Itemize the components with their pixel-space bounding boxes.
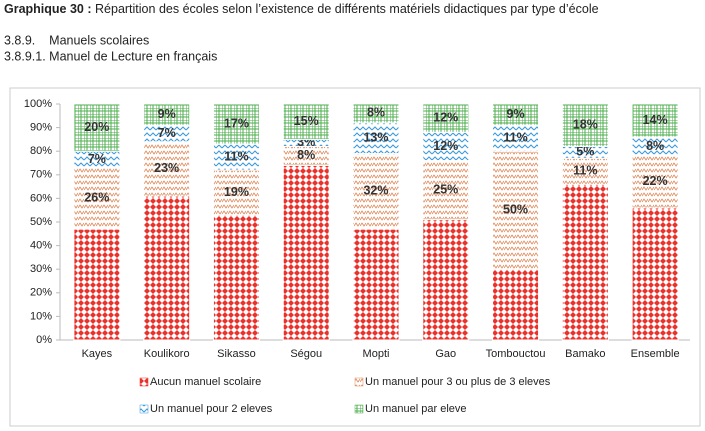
bar-segment: [561, 183, 609, 341]
data-label: 15%: [294, 114, 319, 128]
data-label: 12%: [433, 139, 458, 153]
data-label: 18%: [573, 118, 598, 132]
y-tick-label: 20%: [30, 287, 52, 299]
bar-segment: [212, 214, 260, 341]
data-label: 23%: [154, 161, 179, 175]
legend-label: Un manuel par eleve: [365, 403, 467, 415]
bar-segment: [631, 155, 679, 209]
data-label: 8%: [367, 106, 385, 120]
bar-segment: [143, 195, 191, 341]
x-tick-label: Koulikoro: [144, 348, 190, 360]
bar-segment: [282, 103, 330, 140]
legend-swatch: [139, 404, 149, 414]
bar-segment: [143, 141, 191, 197]
data-label: 11%: [573, 164, 597, 178]
bar-segment: [422, 131, 470, 162]
data-label: 22%: [643, 174, 668, 188]
section: 3.8.9. Manuels scolaires: [4, 33, 149, 47]
legend-swatch: [139, 377, 149, 387]
bar-segment: [422, 103, 470, 133]
legend-swatch: [354, 404, 364, 414]
bar-segment: [352, 228, 400, 341]
y-tick-label: 90%: [30, 122, 52, 134]
data-label: 9%: [158, 107, 176, 121]
bar-segment: [422, 219, 470, 341]
data-label: 7%: [88, 152, 106, 166]
y-tick-label: 10%: [30, 310, 52, 322]
chart-frame: [9, 87, 701, 427]
bar-segment: [282, 164, 330, 341]
x-tick-label: Tombouctou: [486, 348, 546, 360]
bar-segment: [631, 207, 679, 341]
bar-segment: [143, 103, 191, 126]
data-label: 12%: [433, 110, 458, 124]
bar-segment: [492, 124, 540, 152]
title-bold: Graphique 30 :: [4, 2, 92, 16]
data-label: 14%: [643, 113, 668, 127]
title-text: Répartition des écoles selon l’existence…: [95, 2, 599, 16]
legend-label: Un manuel pour 3 ou plus de 3 eleves: [365, 376, 551, 388]
y-tick-label: 0%: [36, 334, 52, 346]
x-tick-label: Bamako: [565, 348, 605, 360]
bar-segment: [492, 268, 540, 341]
y-tick-label: 50%: [30, 216, 52, 228]
bar-segment: [631, 103, 679, 138]
data-label: 32%: [363, 184, 388, 198]
bar-segment: [352, 103, 400, 124]
bar-segment: [422, 160, 470, 221]
bar-segment: [561, 103, 609, 147]
legend-label: Aucun manuel scolaire: [150, 376, 261, 388]
data-label: 25%: [433, 182, 458, 196]
legend-swatch: [354, 377, 364, 387]
data-label: 17%: [224, 116, 249, 130]
data-label: 19%: [224, 185, 249, 199]
data-label: 5%: [576, 145, 594, 159]
bar-segment: [492, 150, 540, 270]
subsection: 3.8.9.1. Manuel de Lecture en français: [4, 49, 217, 63]
bar-segment: [73, 167, 121, 230]
bar-segment: [73, 103, 121, 152]
bar-segment: [212, 103, 260, 145]
y-tick-label: 100%: [24, 98, 52, 110]
data-label: 11%: [224, 149, 248, 163]
data-label: 9%: [507, 107, 525, 121]
y-tick-label: 70%: [30, 169, 52, 181]
x-tick-label: Gao: [435, 348, 456, 360]
x-tick-label: Ensemble: [631, 348, 680, 360]
x-tick-label: Sikasso: [217, 348, 256, 360]
data-label: 7%: [158, 126, 176, 140]
y-tick-label: 80%: [30, 145, 52, 157]
data-label: 20%: [84, 120, 109, 134]
y-tick-label: 60%: [30, 192, 52, 204]
x-tick-label: Mopti: [363, 348, 390, 360]
data-label: 26%: [84, 191, 109, 205]
y-tick-label: 40%: [30, 240, 52, 252]
x-tick-label: Kayes: [82, 348, 113, 360]
data-label: 50%: [503, 202, 528, 216]
legend-label: Un manuel pour 2 eleves: [150, 403, 273, 415]
bar-segment: [212, 169, 260, 216]
data-label: 13%: [363, 131, 388, 145]
data-label: 8%: [297, 148, 315, 162]
bar-segment: [492, 103, 540, 126]
x-tick-label: Ségou: [290, 348, 322, 360]
y-tick-label: 30%: [30, 263, 52, 275]
bar-segment: [561, 157, 609, 185]
data-label: 8%: [646, 139, 664, 153]
bar-segment: [73, 228, 121, 341]
title: Graphique 30 : Répartition des écoles se…: [4, 2, 599, 16]
data-label: 11%: [503, 131, 527, 145]
bar-segment: [352, 153, 400, 230]
